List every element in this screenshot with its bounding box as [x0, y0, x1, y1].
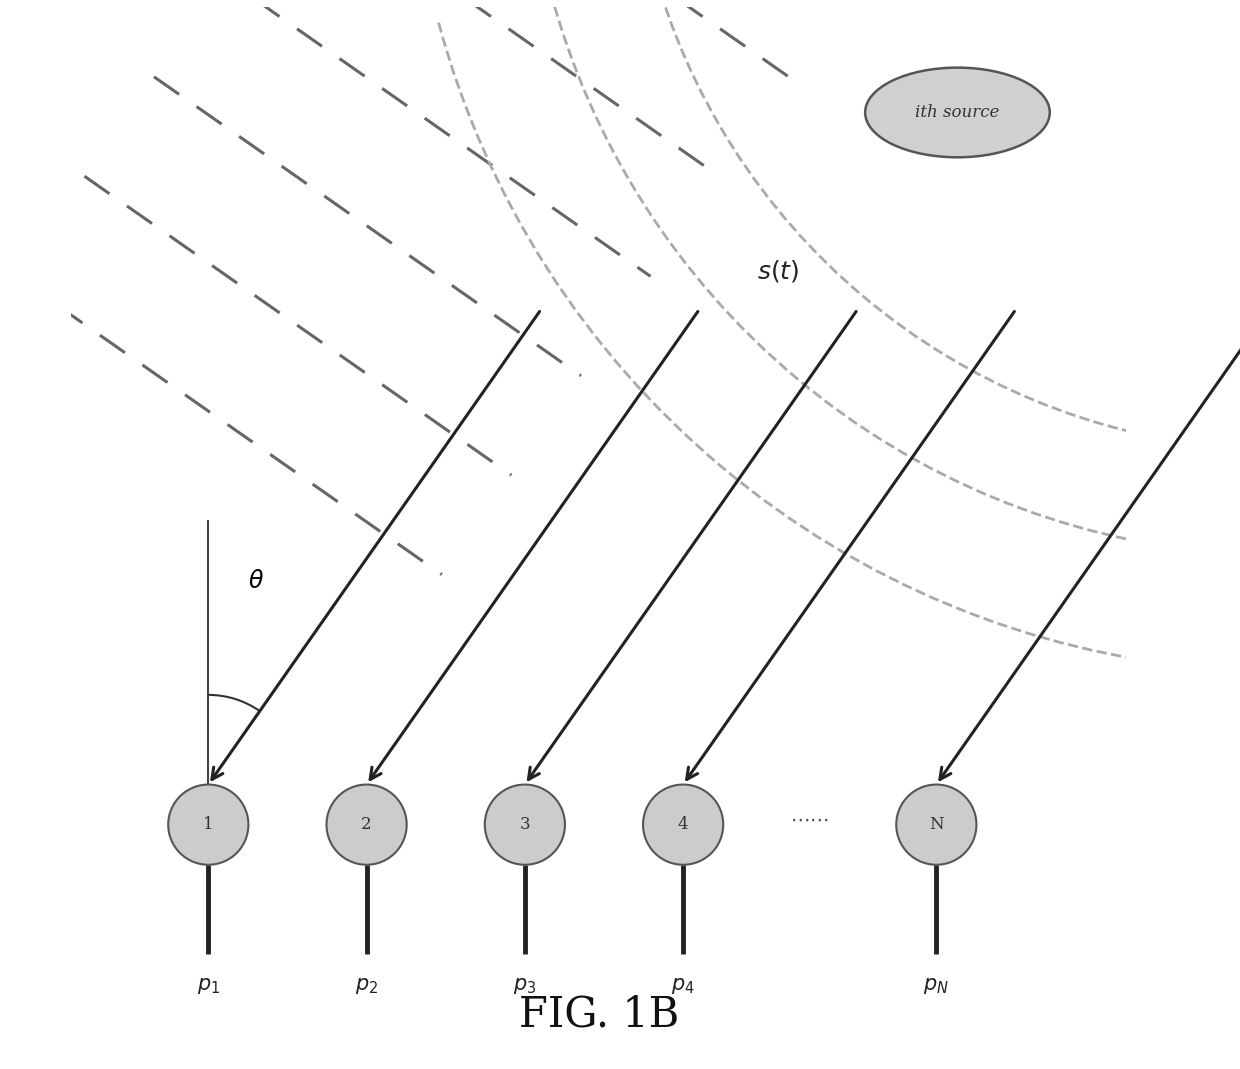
Text: 4: 4 [678, 816, 688, 833]
Circle shape [485, 785, 565, 865]
Circle shape [644, 785, 723, 865]
Text: $\theta$: $\theta$ [248, 571, 264, 593]
Ellipse shape [866, 67, 1050, 157]
Text: $p_N$: $p_N$ [924, 976, 950, 995]
Text: N: N [929, 816, 944, 833]
Text: $\cdots\cdots$: $\cdots\cdots$ [790, 810, 830, 828]
Text: ith source: ith source [915, 104, 999, 121]
Text: $p_3$: $p_3$ [513, 976, 537, 995]
Text: 3: 3 [520, 816, 531, 833]
Text: $s(t)$: $s(t)$ [756, 258, 800, 283]
Circle shape [326, 785, 407, 865]
Text: $p_4$: $p_4$ [671, 976, 694, 995]
Text: $p_2$: $p_2$ [355, 976, 378, 995]
Text: 2: 2 [361, 816, 372, 833]
Circle shape [897, 785, 976, 865]
Text: FIG. 1B: FIG. 1B [518, 994, 678, 1036]
Circle shape [169, 785, 248, 865]
Text: 1: 1 [203, 816, 213, 833]
Text: $p_1$: $p_1$ [197, 976, 219, 995]
